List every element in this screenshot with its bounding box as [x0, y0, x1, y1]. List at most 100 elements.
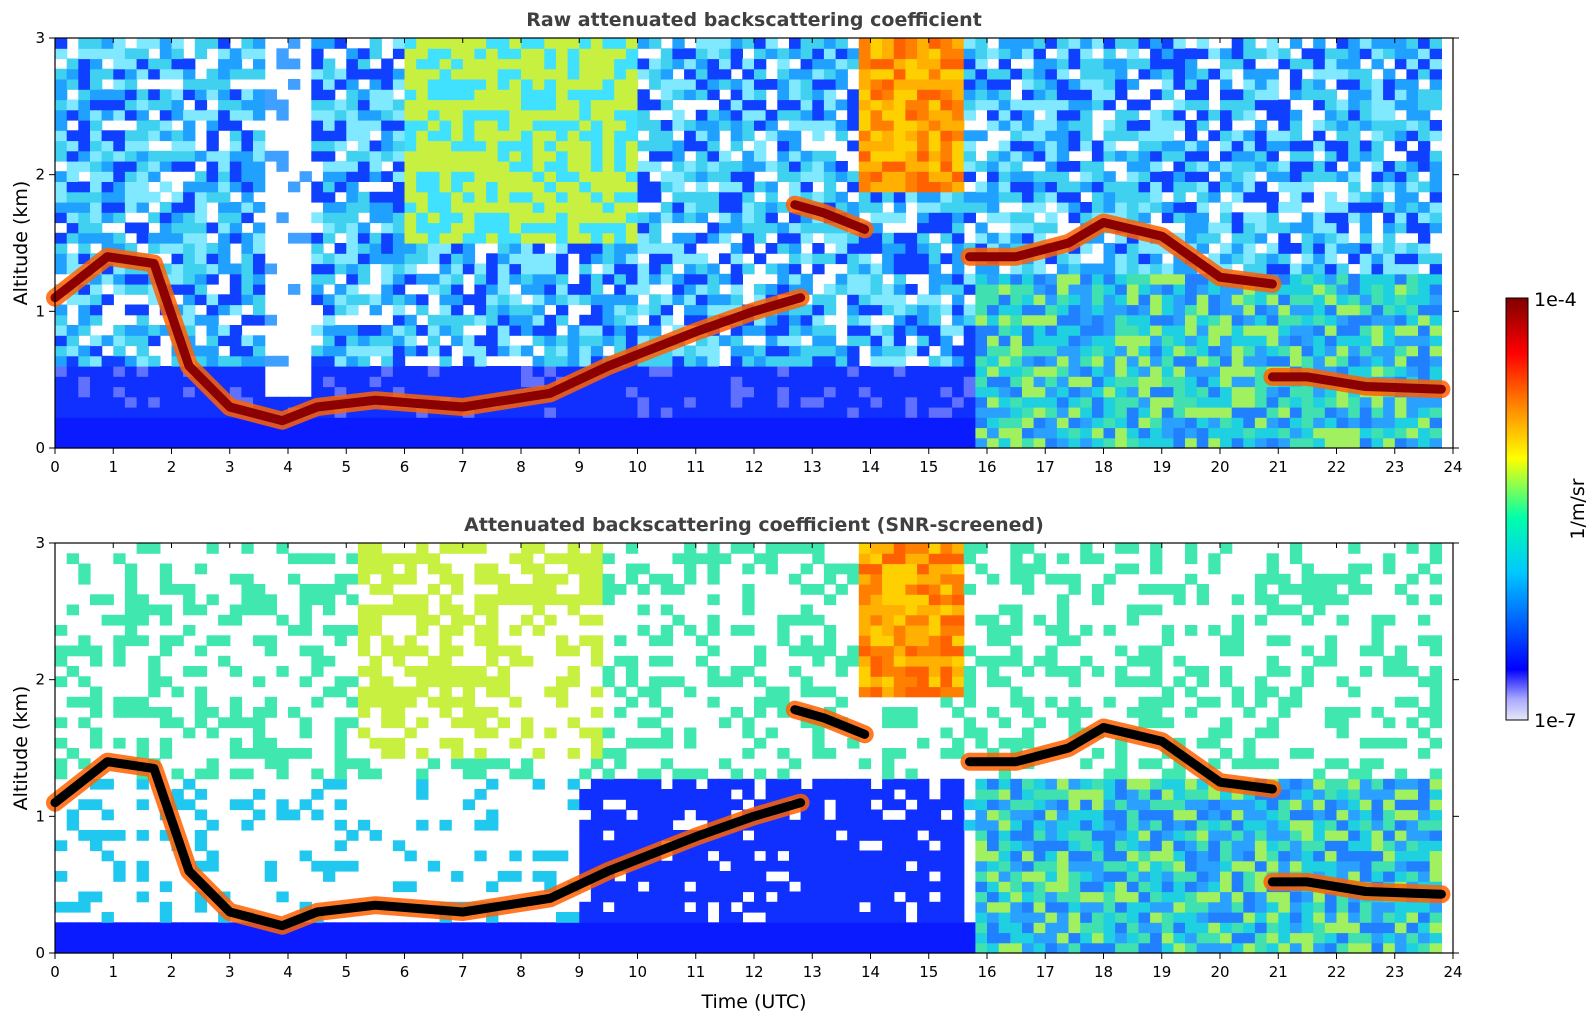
heatmap-cell — [1196, 150, 1209, 162]
heatmap-cell — [90, 686, 103, 698]
heatmap-cell — [614, 99, 627, 111]
heatmap-cell — [812, 407, 825, 418]
heatmap-cell — [800, 253, 813, 265]
heatmap-cell — [1126, 304, 1140, 316]
heatmap-cell — [882, 355, 895, 367]
heatmap-cell — [113, 99, 126, 111]
heatmap-cell — [567, 417, 580, 429]
heatmap-cell — [625, 263, 639, 275]
heatmap-cell — [625, 181, 639, 193]
heatmap-cell — [1045, 68, 1058, 80]
heatmap-cell — [264, 737, 277, 749]
heatmap-cell — [497, 232, 510, 244]
heatmap-cell — [392, 645, 406, 657]
heatmap-cell — [1418, 427, 1431, 439]
heatmap-cell — [101, 778, 114, 790]
heatmap-cell — [334, 109, 347, 121]
heatmap-cell — [614, 901, 627, 913]
heatmap-cell — [311, 386, 324, 398]
heatmap-cell — [497, 325, 510, 336]
heatmap-cell — [590, 891, 604, 903]
heatmap-cell — [1394, 355, 1408, 367]
heatmap-cell — [544, 850, 557, 862]
heatmap-cell — [206, 89, 219, 101]
heatmap-cell — [1371, 109, 1384, 121]
heatmap-cell — [882, 437, 895, 449]
heatmap-cell — [1103, 294, 1116, 306]
heatmap-cell — [637, 89, 650, 101]
heatmap-cell — [159, 707, 173, 718]
heatmap-cell — [55, 840, 68, 852]
heatmap-cell — [1150, 386, 1163, 398]
heatmap-cell — [742, 243, 755, 254]
heatmap-cell — [684, 417, 697, 429]
heatmap-cell — [707, 407, 720, 418]
heatmap-cell — [1150, 109, 1163, 121]
heatmap-cell — [1301, 89, 1314, 101]
heatmap-cell — [777, 68, 790, 80]
heatmap-cell — [1348, 140, 1361, 152]
heatmap-cell — [952, 58, 965, 70]
heatmap-cell — [416, 171, 429, 182]
heatmap-cell — [672, 48, 685, 60]
heatmap-cell — [1091, 181, 1105, 193]
heatmap-cell — [241, 584, 254, 595]
heatmap-cell — [695, 232, 709, 244]
heatmap-cell — [928, 109, 942, 121]
heatmap-cell — [1348, 437, 1361, 449]
heatmap-cell — [1033, 437, 1046, 449]
heatmap-cell — [1336, 232, 1349, 244]
heatmap-cell — [194, 891, 208, 903]
heatmap-cell — [497, 376, 510, 388]
heatmap-cell — [66, 696, 79, 708]
heatmap-cell — [1429, 304, 1442, 316]
heatmap-cell — [171, 191, 184, 203]
heatmap-cell — [509, 181, 522, 193]
heatmap-cell — [579, 727, 592, 739]
heatmap-cell — [800, 212, 813, 224]
heatmap-cell — [1173, 99, 1186, 111]
heatmap-cell — [1022, 273, 1035, 285]
heatmap-cell — [392, 437, 406, 449]
heatmap-cell — [148, 942, 161, 954]
heatmap-cell — [1289, 427, 1303, 439]
heatmap-cell — [765, 427, 778, 439]
heatmap-cell — [276, 758, 289, 770]
heatmap-cell — [882, 38, 895, 49]
heatmap-cell — [1045, 304, 1058, 316]
heatmap-cell — [334, 573, 347, 585]
heatmap-cell — [253, 355, 266, 367]
heatmap-cell — [1185, 284, 1198, 295]
heatmap-cell — [439, 120, 452, 131]
heatmap-cell — [497, 427, 510, 439]
heatmap-cell — [905, 314, 918, 326]
heatmap-cell — [754, 345, 767, 357]
heatmap-cell — [823, 396, 837, 408]
heatmap-cell — [101, 171, 114, 182]
heatmap-cell — [684, 161, 697, 172]
heatmap-cell — [218, 376, 231, 388]
heatmap-cell — [684, 58, 697, 70]
heatmap-cell — [1429, 345, 1442, 357]
heatmap-cell — [1243, 253, 1256, 265]
heatmap-cell — [754, 109, 767, 121]
heatmap-cell — [1138, 181, 1151, 193]
heatmap-cell — [101, 202, 114, 213]
heatmap-cell — [590, 942, 604, 954]
heatmap-cell — [1231, 253, 1244, 265]
heatmap-cell — [253, 222, 266, 234]
heatmap-cell — [427, 345, 441, 357]
heatmap-cell — [847, 171, 860, 182]
heatmap-cell — [1278, 417, 1291, 429]
heatmap-cell — [1220, 366, 1233, 377]
heatmap-cell — [1406, 366, 1419, 377]
heatmap-cell — [1418, 407, 1431, 418]
heatmap-cell — [323, 58, 336, 70]
heatmap-cell — [66, 294, 79, 306]
heatmap-cell — [823, 407, 837, 418]
heatmap-cell — [858, 427, 872, 439]
heatmap-cell — [124, 335, 138, 347]
heatmap-cell — [113, 202, 126, 213]
heatmap-cell — [1429, 202, 1442, 213]
heatmap-cell — [719, 120, 732, 131]
